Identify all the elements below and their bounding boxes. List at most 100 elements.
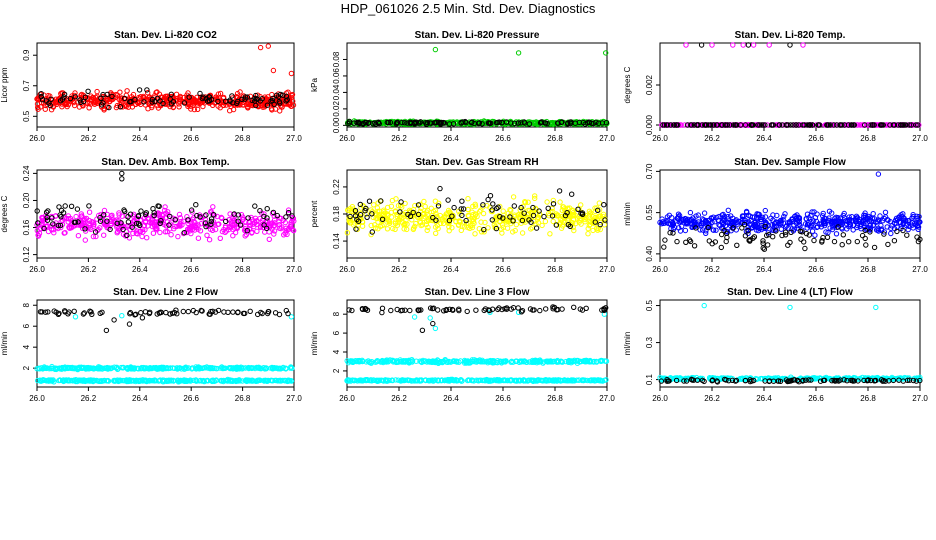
data-point (673, 122, 679, 128)
data-point (208, 221, 214, 228)
data-point (163, 210, 169, 216)
data-point (208, 209, 214, 215)
data-point (240, 214, 246, 220)
data-point (790, 122, 796, 128)
y-tick-label: 0.14 (332, 233, 341, 249)
data-point (532, 193, 538, 199)
data-point (760, 245, 766, 251)
y-tick-label: 0.1 (645, 373, 654, 385)
data-point (282, 219, 288, 226)
data-point (58, 219, 64, 225)
chart-panel: Stan. Dev. Amb. Box Temp.degrees C26.0 26… (0, 157, 302, 274)
data-point (433, 119, 440, 126)
data-point (72, 94, 79, 100)
data-point (190, 102, 196, 108)
x-tick-label: 26.2 (391, 265, 407, 274)
data-point (580, 119, 586, 126)
data-point (558, 119, 564, 126)
data-point (195, 106, 201, 113)
data-point (757, 122, 763, 128)
data-point (266, 229, 272, 235)
x-tick-label: 27.0 (599, 265, 615, 274)
y-tick-label: 8 (332, 311, 341, 316)
data-point (38, 91, 44, 97)
data-point (593, 119, 599, 126)
data-point (227, 108, 233, 114)
data-point (94, 88, 100, 95)
x-tick-label: 26.0 (652, 134, 668, 143)
data-point (882, 209, 889, 216)
data-point (184, 214, 190, 220)
data-point (109, 93, 115, 100)
data-point (702, 122, 709, 128)
data-point (798, 236, 804, 242)
data-point (812, 232, 818, 238)
data-point (379, 305, 386, 311)
x-tick-label: 26.4 (756, 265, 772, 274)
data-point (288, 70, 295, 77)
data-point (400, 121, 407, 127)
data-point (404, 120, 410, 126)
data-point (72, 223, 78, 229)
x-tick-label: 26.8 (547, 265, 563, 274)
data-point (216, 221, 222, 227)
data-point (541, 213, 547, 220)
x-tick-label: 26.4 (132, 394, 148, 403)
data-point (73, 213, 79, 220)
x-tick-label: 26.2 (81, 394, 97, 403)
data-point (244, 228, 250, 234)
x-tick-label: 26.2 (81, 134, 97, 143)
data-point (379, 309, 385, 316)
data-point (548, 120, 554, 126)
data-point (188, 106, 194, 112)
data-point (55, 222, 61, 229)
data-point (745, 42, 752, 48)
data-point (701, 210, 708, 216)
x-tick-label: 26.0 (652, 394, 668, 403)
chart-title: Stan. Dev. Line 4 (LT) Flow (727, 287, 853, 298)
data-point (460, 119, 466, 125)
data-point (732, 122, 739, 128)
data-point (603, 50, 609, 56)
data-point (862, 235, 868, 242)
data-point (217, 235, 224, 242)
data-point (242, 233, 248, 239)
data-point (227, 97, 233, 103)
data-point (499, 119, 505, 126)
y-tick-label: 0.06 (332, 68, 341, 84)
chart-title: Stan. Dev. Li-820 CO2 (114, 30, 217, 41)
data-point (518, 309, 525, 315)
data-point (289, 91, 296, 98)
data-point (270, 209, 277, 216)
data-point (871, 244, 878, 251)
data-point (490, 201, 496, 207)
data-point (122, 95, 128, 102)
data-point (99, 102, 105, 108)
data-point (813, 122, 819, 128)
data-point (203, 212, 209, 218)
data-point (252, 203, 258, 209)
data-point (61, 94, 67, 100)
data-point (124, 88, 130, 94)
data-point (485, 196, 491, 203)
data-point (282, 230, 288, 237)
data-point (188, 207, 195, 213)
data-point (210, 204, 216, 210)
data-point (859, 232, 866, 239)
data-point (95, 98, 101, 104)
data-point (239, 96, 245, 103)
y-axis-label: ml/min (0, 332, 9, 356)
data-point (249, 97, 255, 104)
data-points (34, 307, 295, 385)
data-point (404, 226, 410, 233)
data-point (67, 95, 74, 102)
data-point (904, 232, 910, 238)
data-point (782, 211, 788, 217)
data-point (854, 238, 860, 245)
data-point (188, 230, 194, 237)
data-point (450, 121, 457, 127)
data-point (393, 196, 399, 202)
data-point (208, 216, 215, 222)
data-point (176, 211, 183, 218)
